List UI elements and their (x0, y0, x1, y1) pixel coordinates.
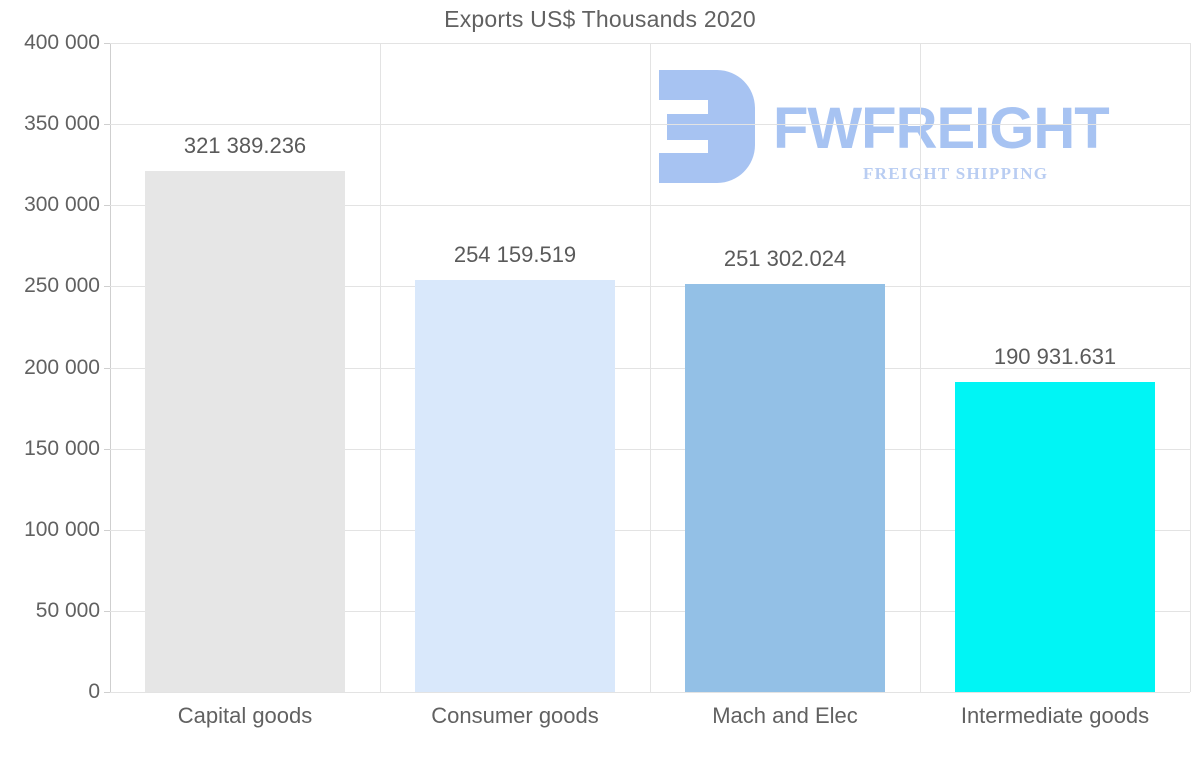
y-axis-tick-mark (104, 448, 111, 450)
bar-value-label: 190 931.631 (993, 344, 1117, 370)
x-axis-category-label: Capital goods (177, 703, 313, 728)
gridline-vertical (650, 43, 651, 692)
y-axis-tick-label: 150 000 (24, 436, 100, 460)
bar-value-label: 254 159.519 (453, 241, 577, 267)
y-axis-tick-label: 50 000 (35, 598, 100, 622)
bar-3[interactable] (685, 284, 885, 692)
y-axis-tick-label: 400 000 (24, 31, 100, 54)
bar-1[interactable] (145, 170, 345, 692)
y-axis-tick-mark (104, 124, 111, 126)
y-axis-tick-mark (104, 692, 111, 693)
chart-title: Exports US$ Thousands 2020 (444, 6, 756, 32)
y-axis-tick-label: 0 (88, 680, 100, 703)
y-axis-tick-mark (104, 43, 111, 44)
y-axis-tick-mark (104, 286, 111, 288)
bar-value-label: 251 302.024 (723, 246, 847, 272)
y-axis-tick-label: 300 000 (24, 193, 100, 217)
y-axis-tick-label: 350 000 (24, 112, 100, 136)
x-axis-category-label: Intermediate goods (960, 703, 1150, 728)
y-axis-tick-label: 250 000 (24, 274, 100, 298)
y-axis-tick-mark (104, 367, 111, 369)
bar-4[interactable] (955, 382, 1155, 692)
x-axis-category-label: Consumer goods (431, 703, 599, 728)
y-axis-tick-mark (104, 610, 111, 612)
gridline-vertical (380, 43, 381, 692)
bar-value-label: 321 389.236 (183, 132, 307, 158)
gridline-horizontal (110, 692, 1190, 693)
y-axis-tick-label: 200 000 (24, 355, 100, 379)
bar-2[interactable] (415, 279, 615, 692)
y-axis-tick-mark (104, 205, 111, 207)
y-axis-tick-mark (104, 529, 111, 531)
gridline-vertical (1190, 43, 1191, 692)
x-axis-category-label: Mach and Elec (712, 703, 858, 728)
plot-area (110, 43, 1191, 693)
y-axis-tick-label: 100 000 (24, 517, 100, 541)
gridline-vertical (920, 43, 921, 692)
